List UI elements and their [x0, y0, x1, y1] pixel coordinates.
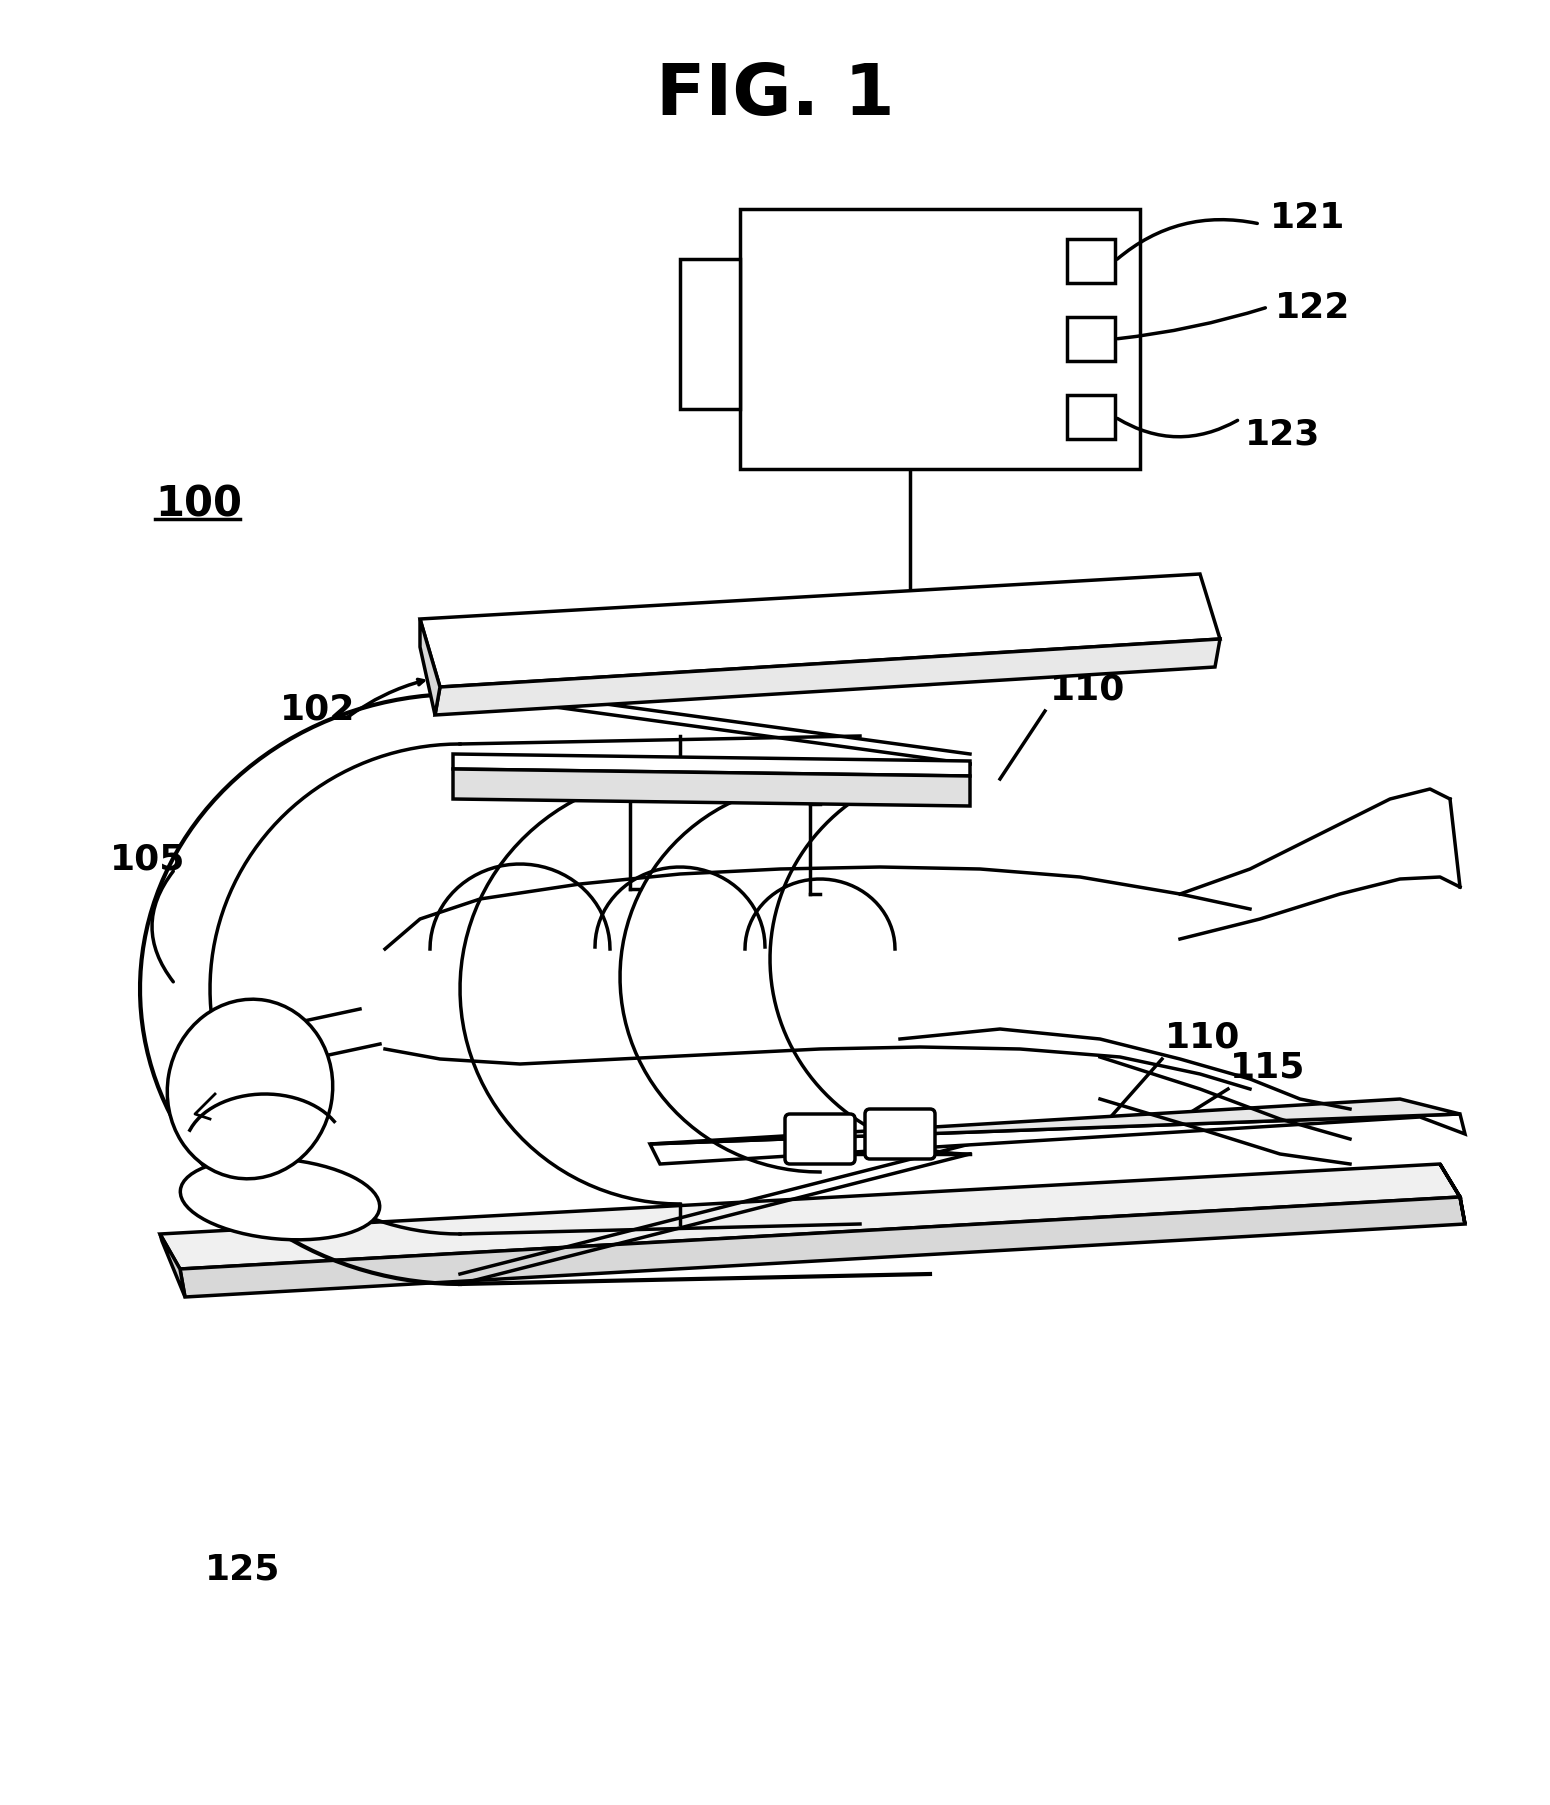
Bar — [1066, 318, 1114, 361]
Text: 123: 123 — [1245, 417, 1321, 451]
Polygon shape — [1440, 1164, 1465, 1224]
Bar — [739, 209, 1139, 469]
Ellipse shape — [180, 1159, 380, 1240]
Text: 115: 115 — [1231, 1051, 1305, 1085]
Polygon shape — [649, 1114, 1465, 1164]
Text: 120: 120 — [851, 319, 938, 361]
Polygon shape — [420, 574, 1220, 688]
Bar — [1066, 240, 1114, 283]
Polygon shape — [160, 1235, 184, 1298]
Bar — [680, 260, 739, 410]
Text: FIG. 1: FIG. 1 — [656, 60, 894, 130]
Text: 121: 121 — [1269, 200, 1345, 235]
Text: 100: 100 — [155, 484, 242, 525]
Text: 105: 105 — [110, 843, 186, 877]
Text: 110: 110 — [1049, 673, 1125, 706]
Polygon shape — [180, 1197, 1465, 1298]
FancyBboxPatch shape — [865, 1110, 935, 1159]
Polygon shape — [453, 769, 970, 807]
FancyBboxPatch shape — [784, 1114, 856, 1164]
Text: 110: 110 — [1166, 1020, 1240, 1054]
Ellipse shape — [167, 1000, 333, 1179]
Text: 125: 125 — [205, 1552, 281, 1587]
Polygon shape — [453, 754, 970, 776]
Polygon shape — [160, 1164, 1460, 1269]
Text: 122: 122 — [1276, 291, 1350, 325]
Text: 102: 102 — [281, 693, 355, 727]
Bar — [1066, 395, 1114, 440]
Polygon shape — [649, 1099, 1460, 1144]
Polygon shape — [420, 619, 440, 715]
Polygon shape — [436, 639, 1220, 715]
